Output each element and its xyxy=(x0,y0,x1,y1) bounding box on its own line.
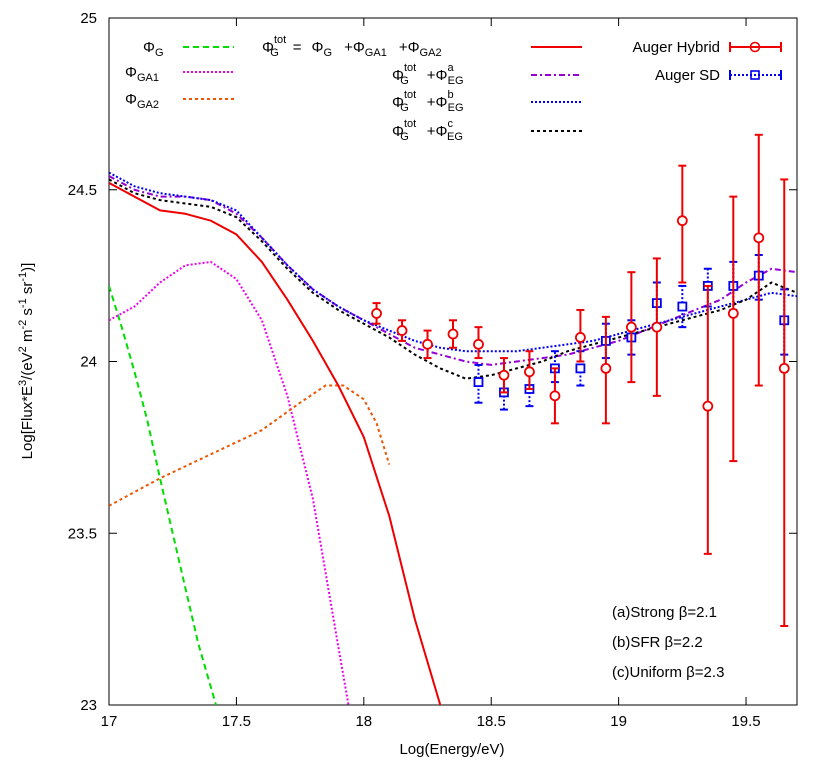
auger-hybrid-marker xyxy=(371,308,382,319)
x-tick-label: 18.5 xyxy=(477,713,506,730)
auger-hybrid-marker xyxy=(702,400,714,412)
auger-hybrid-marker xyxy=(473,338,484,350)
y-tick-label: 24.5 xyxy=(68,182,97,199)
y-axis-label: Log[Flux*E3/(eV2 m-2 s-1 sr-1)] xyxy=(17,263,36,460)
series-line-egb xyxy=(109,171,797,353)
legend-eg-b: Φtot G +Φb EG xyxy=(392,89,582,114)
legend-phi-ga1: ΦGA1 xyxy=(125,64,234,84)
auger-sd-point xyxy=(677,284,688,329)
svg-text:ΦGA2: ΦGA2 xyxy=(125,91,159,111)
legend-sd-marker xyxy=(750,70,760,80)
auger-hybrid-point xyxy=(447,319,459,349)
series-line-tot xyxy=(109,182,442,705)
auger-hybrid-marker xyxy=(625,321,637,333)
auger-hybrid-point xyxy=(549,367,561,425)
auger-sd-marker xyxy=(677,301,688,312)
auger-hybrid-marker xyxy=(396,325,408,336)
auger-hybrid-marker xyxy=(753,232,765,244)
annotation-strong: (a)Strong β=2.1 xyxy=(612,604,717,621)
auger-hybrid-point xyxy=(524,350,535,390)
y-tick-label: 23.5 xyxy=(68,525,97,542)
curves xyxy=(109,171,797,705)
series-line-ga2 xyxy=(109,384,391,507)
auger-sd-marker xyxy=(575,363,586,374)
x-axis-label: Log(Energy/eV) xyxy=(399,741,504,758)
x-tick-label: 17 xyxy=(101,713,118,730)
annotation-uniform: (c)Uniform β=2.3 xyxy=(612,664,724,681)
auger-hybrid-point xyxy=(473,326,484,360)
plot-frame xyxy=(108,17,798,706)
data-points xyxy=(371,133,790,627)
auger-hybrid-point xyxy=(498,357,510,394)
auger-sd-point xyxy=(473,363,484,404)
svg-text:ΦGA1: ΦGA1 xyxy=(125,64,159,84)
svg-text:ΦG: ΦG xyxy=(143,39,164,59)
auger-hybrid-point xyxy=(727,195,739,463)
legend-auger-hybrid: Auger Hybrid xyxy=(632,39,782,56)
y-tick-label: 24 xyxy=(80,354,97,371)
auger-hybrid-point xyxy=(702,284,714,555)
auger-hybrid-point xyxy=(625,271,637,384)
legend-hybrid-marker xyxy=(749,41,761,53)
auger-hybrid-marker xyxy=(575,332,586,343)
auger-hybrid-point xyxy=(676,164,688,284)
auger-hybrid-marker xyxy=(778,362,790,374)
auger-hybrid-point xyxy=(422,329,433,360)
legend-eg-a: Φtot G +Φa EG xyxy=(392,62,582,87)
series-line-egc xyxy=(109,178,797,380)
auger-hybrid-point xyxy=(371,302,382,325)
auger-hybrid-marker xyxy=(422,338,433,350)
auger-hybrid-marker xyxy=(727,308,739,319)
x-tick-label: 19.5 xyxy=(731,713,760,730)
auger-hybrid-point xyxy=(575,308,586,363)
y-tick-label: 25 xyxy=(80,10,97,27)
legend-phi-g: ΦG xyxy=(143,39,234,59)
annotation-sfr: (b)SFR β=2.2 xyxy=(612,634,703,651)
x-tick-label: 19 xyxy=(610,713,627,730)
series-line-g xyxy=(109,285,217,705)
auger-hybrid-marker xyxy=(549,390,561,402)
axis-ticks: 17 17.5 18 18.5 19 19.5 23 23.5 24 24.5 25 xyxy=(68,10,797,730)
auger-sd-marker xyxy=(473,377,484,388)
svg-text:Auger Hybrid: Auger Hybrid xyxy=(632,39,720,56)
auger-hybrid-marker xyxy=(676,215,688,227)
auger-hybrid-point xyxy=(600,315,612,425)
legend-eg-c: Φtot G +Φc EG xyxy=(392,118,582,143)
auger-hybrid-point xyxy=(651,257,663,397)
x-tick-label: 17.5 xyxy=(222,713,251,730)
auger-hybrid-marker xyxy=(524,366,535,378)
auger-hybrid-marker xyxy=(651,321,663,333)
svg-text:Auger SD: Auger SD xyxy=(655,67,720,84)
legend-auger-sd: Auger SD xyxy=(655,67,782,84)
legend-phi-tot: Φtot G = ΦG +ΦGA1 +ΦGA2 xyxy=(262,34,582,59)
auger-hybrid-point xyxy=(753,133,765,387)
auger-hybrid-marker xyxy=(498,369,510,381)
auger-hybrid-point xyxy=(778,178,790,627)
y-tick-label: 23 xyxy=(80,697,97,714)
x-tick-label: 18 xyxy=(355,713,372,730)
legend-phi-ga2: ΦGA2 xyxy=(125,91,234,111)
auger-hybrid-marker xyxy=(600,362,612,374)
auger-hybrid-marker xyxy=(447,328,459,340)
series-line-ga1 xyxy=(109,260,350,705)
auger-hybrid-point xyxy=(396,319,408,342)
